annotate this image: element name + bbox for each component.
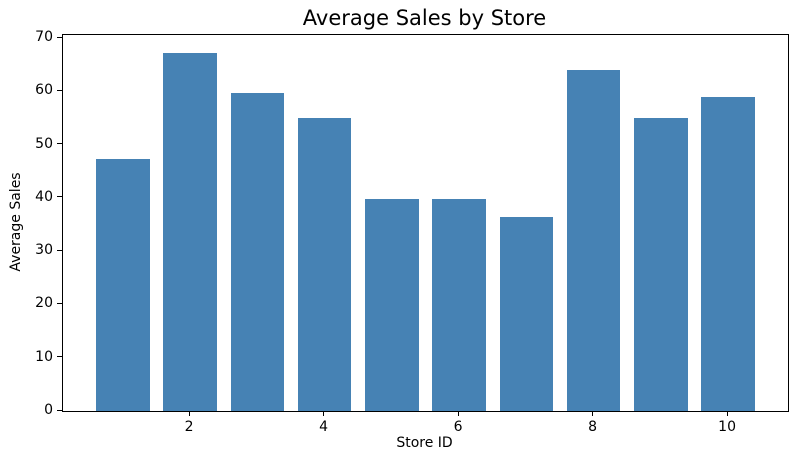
- y-tick-label: 40: [35, 188, 53, 205]
- bar-store-7: [499, 217, 554, 411]
- y-tick-mark: [57, 196, 62, 198]
- x-tick-mark: [726, 411, 728, 416]
- y-tick-mark: [57, 409, 62, 411]
- y-tick-mark: [57, 356, 62, 358]
- bar-store-3: [230, 93, 285, 411]
- x-tick-mark: [323, 411, 325, 416]
- x-tick-label: 4: [319, 419, 329, 435]
- x-axis-label: Store ID: [396, 435, 453, 451]
- bar-store-6: [432, 198, 486, 411]
- y-tick-mark: [57, 143, 62, 145]
- bar-store-8: [566, 70, 621, 411]
- y-tick-label: 70: [35, 29, 53, 45]
- chart-title: Average Sales by Store: [302, 6, 547, 30]
- x-tick-mark: [457, 411, 459, 416]
- y-tick-label: 0: [44, 402, 53, 418]
- bar-store-2: [163, 53, 217, 411]
- x-tick-mark: [188, 411, 190, 416]
- bar-store-9: [634, 117, 688, 411]
- bar-store-4: [297, 118, 352, 411]
- y-tick-label: 10: [35, 348, 53, 365]
- y-tick-label: 20: [35, 295, 53, 312]
- x-tick-label: 10: [718, 419, 736, 435]
- x-tick-label: 2: [184, 419, 194, 435]
- y-tick-label: 30: [35, 242, 53, 259]
- x-tick-mark: [592, 411, 594, 416]
- x-tick-label: 6: [453, 419, 463, 435]
- y-tick-mark: [57, 249, 62, 251]
- y-tick-label: 60: [35, 82, 53, 99]
- plot-area: [62, 34, 789, 412]
- y-tick-mark: [57, 302, 62, 304]
- y-tick-mark: [57, 36, 62, 38]
- bar-store-1: [96, 158, 150, 411]
- bar-store-10: [701, 97, 755, 411]
- y-tick-label: 50: [35, 135, 53, 152]
- bar-store-5: [365, 198, 419, 411]
- y-tick-mark: [57, 89, 62, 91]
- x-tick-label: 8: [588, 419, 598, 435]
